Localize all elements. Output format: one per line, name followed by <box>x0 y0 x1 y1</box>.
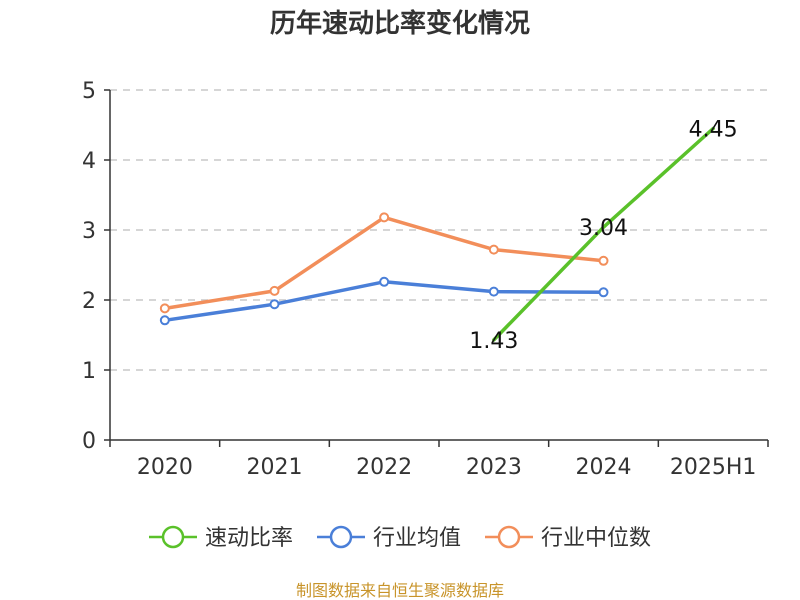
legend-swatch-marker <box>329 525 353 549</box>
y-tick-label: 2 <box>82 289 96 314</box>
legend: 速动比率 行业均值 行业中位数 <box>149 525 651 551</box>
grid-lines <box>110 89 768 371</box>
data-point <box>488 286 499 297</box>
x-tick-label: 2021 <box>247 455 303 480</box>
data-point <box>488 244 499 255</box>
data-point <box>269 285 280 296</box>
legend-item[interactable]: 行业均值 <box>317 525 461 551</box>
x-tick-label: 2022 <box>356 455 412 480</box>
legend-label: 速动比率 <box>205 526 293 551</box>
data-label: 1.43 <box>469 329 518 354</box>
data-point <box>159 303 170 314</box>
legend-label: 行业中位数 <box>541 526 651 551</box>
data-point <box>379 212 390 223</box>
x-tick-label: 2023 <box>466 455 522 480</box>
y-tick-label: 3 <box>82 219 96 244</box>
data-point <box>159 315 170 326</box>
y-tick-label: 1 <box>82 359 96 384</box>
data-point <box>598 287 609 298</box>
x-tick-label: 2020 <box>137 455 193 480</box>
series-lines <box>159 126 715 342</box>
y-tick-label: 5 <box>82 79 96 104</box>
legend-item[interactable]: 速动比率 <box>149 525 293 551</box>
source-note: 制图数据来自恒生聚源数据库 <box>296 581 504 600</box>
legend-item[interactable]: 行业中位数 <box>485 525 651 551</box>
x-tick-label: 2025H1 <box>670 455 757 480</box>
axes: 0 1 2 3 4 5 2020 2021 2022 2023 2024 2025H1 <box>82 79 769 480</box>
legend-label: 行业均值 <box>373 526 461 551</box>
legend-swatch-marker <box>161 525 185 549</box>
data-point <box>598 255 609 266</box>
data-point <box>269 299 280 310</box>
data-label: 3.04 <box>579 216 628 241</box>
x-tick-label: 2024 <box>576 455 632 480</box>
chart-title: 历年速动比率变化情况 <box>270 8 530 39</box>
data-point <box>379 276 390 287</box>
data-label: 4.45 <box>689 118 738 143</box>
y-tick-label: 4 <box>82 149 96 174</box>
data-labels: 1.43 3.04 4.45 <box>469 118 737 354</box>
y-tick-label: 0 <box>82 429 96 454</box>
series-line <box>163 280 606 323</box>
legend-swatch-marker <box>497 525 521 549</box>
series-line <box>492 126 715 342</box>
